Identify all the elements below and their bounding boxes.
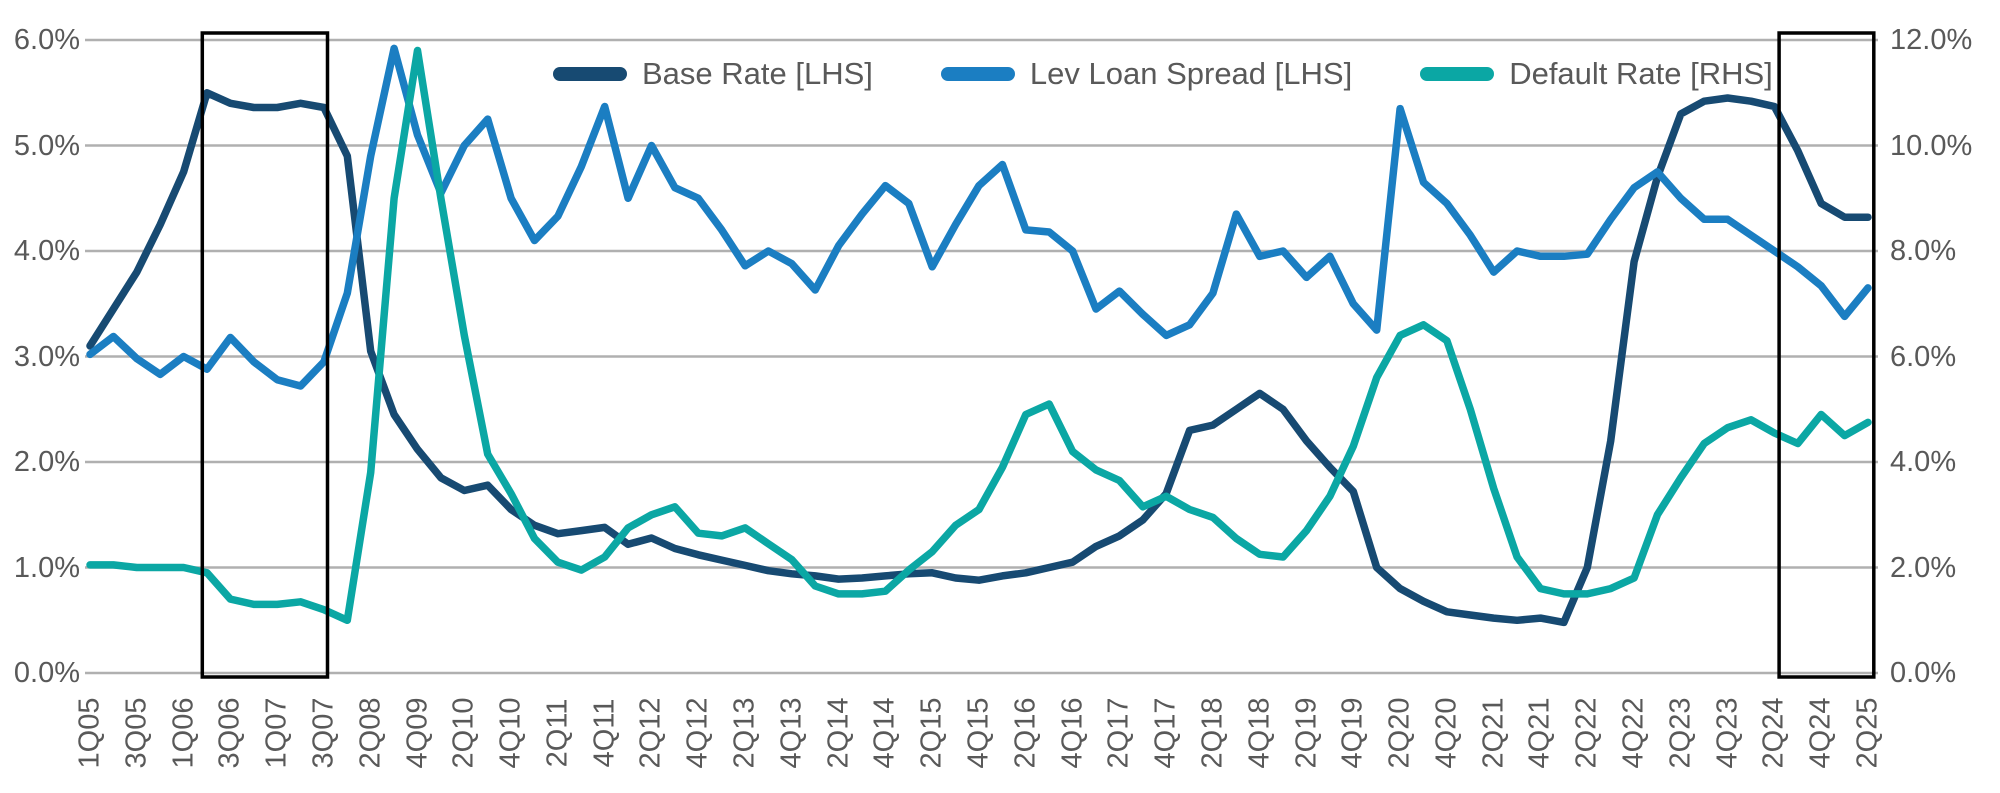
left-axis-tick: 2.0% (13, 446, 80, 478)
x-axis-tick: 4Q21 (1523, 697, 1556, 769)
x-axis-tick: 4Q19 (1336, 697, 1369, 769)
right-axis-tick: 8.0% (1890, 235, 1957, 267)
x-axis-tick: 4Q18 (1243, 697, 1276, 769)
legend: Base Rate [LHS] Lev Loan Spread [LHS] De… (553, 56, 1773, 92)
right-axis-tick: 2.0% (1890, 551, 1957, 584)
series-line-2 (86, 46, 1872, 625)
left-axis-tick: 1.0% (13, 551, 80, 584)
x-axis-tick: 4Q13 (775, 697, 808, 769)
x-axis-tick: 4Q12 (681, 697, 714, 769)
x-axis-tick: 1Q06 (167, 697, 200, 769)
x-axis-tick: 2Q14 (822, 697, 855, 769)
x-axis-tick: 2Q18 (1196, 697, 1229, 769)
x-axis-tick: 2Q19 (1290, 697, 1323, 769)
right-axis-tick: 12.0% (1890, 24, 1973, 56)
left-axis-tick: 4.0% (13, 235, 80, 267)
right-axis-tick: 6.0% (1890, 340, 1957, 373)
series-line-0 (86, 89, 1872, 627)
x-axis-tick: 2Q16 (1009, 697, 1042, 769)
highlight-box (1777, 31, 1876, 679)
left-axis-tick: 0.0% (13, 657, 80, 689)
x-axis-tick: 2Q22 (1570, 697, 1603, 769)
x-axis-tick: 3Q07 (307, 697, 340, 769)
highlight-boxes (200, 31, 1876, 679)
base-rate-swatch-icon (553, 67, 627, 81)
x-axis-tick: 2Q11 (541, 698, 574, 768)
left-axis-tick: 5.0% (13, 129, 80, 162)
x-axis-tick: 1Q05 (73, 697, 106, 769)
x-axis-tick: 2Q23 (1664, 697, 1697, 769)
right-axis-tick: 10.0% (1890, 129, 1973, 162)
data-series-lines (86, 44, 1872, 627)
default-rate-swatch-icon (1420, 67, 1495, 81)
x-axis-tick: 2Q12 (634, 697, 667, 769)
x-axis-tick: 3Q05 (120, 697, 153, 769)
lev-loan-spread-swatch-icon (940, 67, 1015, 81)
x-axis-tick: 2Q21 (1477, 697, 1510, 769)
highlight-box (200, 31, 330, 679)
x-axis-tick: 3Q06 (213, 697, 246, 769)
right-axis-tick: 0.0% (1890, 657, 1957, 689)
legend-label: Lev Loan Spread [LHS] (1029, 56, 1353, 91)
x-axis-tick: 4Q09 (401, 697, 434, 769)
x-axis-tick: 4Q23 (1711, 697, 1744, 769)
x-axis-tick: 4Q16 (1056, 697, 1089, 769)
left-axis-tick: 6.0% (13, 24, 80, 56)
x-axis-tick: 1Q07 (260, 697, 293, 769)
x-axis-tick: 4Q14 (868, 697, 901, 769)
legend-item-base-rate: Base Rate [LHS] (553, 56, 873, 92)
x-axis-tick: 4Q20 (1430, 697, 1463, 769)
x-axis-tick: 2Q20 (1383, 697, 1416, 769)
right-axis-tick: 4.0% (1890, 446, 1957, 478)
x-axis-tick: 2Q08 (354, 697, 387, 769)
legend-item-default-rate: Default Rate [RHS] (1420, 56, 1773, 92)
x-axis-tick: 2Q17 (1102, 697, 1135, 769)
x-axis-tick: 4Q22 (1617, 697, 1650, 769)
x-axis-tick: 4Q24 (1804, 697, 1837, 769)
x-axis-tick: 2Q10 (447, 697, 480, 769)
legend-item-lev-loan-spread: Lev Loan Spread [LHS] (940, 56, 1353, 92)
legend-label: Default Rate [RHS] (1509, 56, 1773, 91)
x-axis-tick: 4Q10 (494, 697, 527, 769)
x-axis-tick: 4Q11 (588, 698, 621, 768)
left-axis-tick: 3.0% (13, 340, 80, 373)
x-axis-tick: 2Q25 (1851, 697, 1884, 769)
x-axis-tick: 2Q15 (915, 697, 948, 769)
x-axis-tick: 2Q13 (728, 697, 761, 769)
x-axis-tick: 4Q15 (962, 697, 995, 769)
legend-label: Base Rate [LHS] (642, 56, 873, 91)
series-line-1 (86, 44, 1872, 390)
x-axis-tick: 2Q24 (1757, 697, 1790, 769)
x-axis-tick: 4Q17 (1149, 697, 1182, 769)
